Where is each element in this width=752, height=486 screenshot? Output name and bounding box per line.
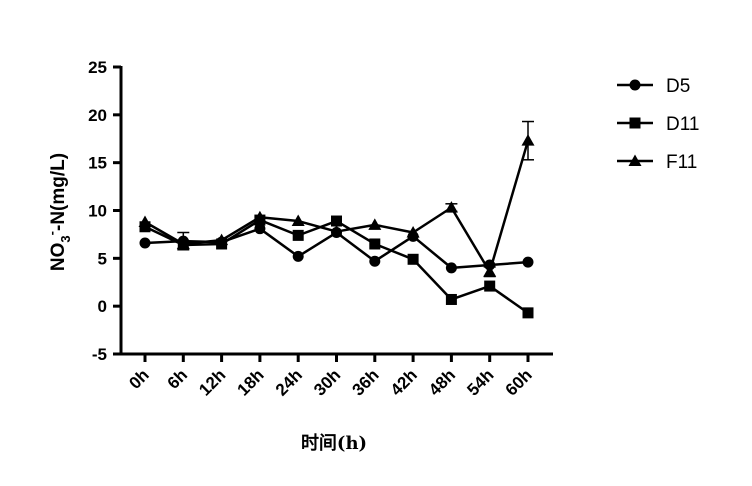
series-d5-point	[522, 256, 534, 268]
series-d11-point	[292, 229, 304, 241]
y-tick-label: 0	[98, 297, 107, 316]
series-f11-point	[444, 201, 458, 213]
legend-item-d5: D5	[617, 76, 690, 97]
x-tick-label: 42h	[387, 365, 421, 399]
series-d11-point	[445, 293, 457, 305]
x-tick-label: 36h	[348, 365, 382, 399]
series-d11-point	[484, 280, 496, 292]
x-tick-label: 24h	[272, 365, 306, 399]
x-tick-label: 48h	[425, 365, 459, 399]
x-tick-label: 54h	[463, 365, 497, 399]
legend-item-d11: D11	[617, 114, 699, 135]
x-tick-label: 0h	[125, 365, 152, 392]
series-f11-point	[368, 218, 382, 230]
y-tick-label: 15	[88, 154, 107, 173]
series-d5-point	[292, 250, 304, 262]
y-ticks: -5 0 5 10 15 20 25	[88, 58, 121, 364]
x-tick-label: 18h	[234, 365, 268, 399]
legend-marker	[629, 79, 641, 91]
y-tick-label: 20	[88, 106, 107, 125]
y-tick-label: 25	[88, 58, 107, 77]
series-f11-line	[144, 140, 530, 273]
x-tick-label: 12h	[195, 365, 229, 399]
series-f11-point	[521, 134, 535, 146]
legend-label: F11	[666, 152, 697, 173]
legend-marker	[628, 154, 642, 166]
series-f11-point	[406, 226, 420, 238]
x-tick-label: 60h	[502, 365, 536, 399]
series-layer	[138, 120, 535, 319]
series-f11-point	[215, 233, 229, 246]
x-tick-label: 6h	[164, 365, 191, 392]
series-d5-point	[445, 262, 457, 274]
legend-label: D5	[666, 76, 690, 97]
legend: D5 D11 F11	[617, 76, 699, 173]
x-axis-label: 时间(h)	[301, 433, 367, 454]
series-f11-point	[291, 214, 305, 227]
series-d5-point	[254, 223, 266, 235]
legend-marker	[629, 117, 641, 129]
y-tick-label: 10	[88, 202, 107, 221]
series-d11-point	[407, 253, 419, 265]
series-f11	[138, 120, 535, 278]
legend-label: D11	[666, 114, 699, 135]
y-tick-label: 5	[98, 249, 107, 268]
series-f11-point	[138, 215, 152, 227]
y-axis-label: NO3--N(mg/L)	[44, 153, 73, 271]
series-f11-point	[483, 265, 497, 277]
series-d5-point	[369, 255, 381, 267]
x-ticks: 0h 6h 12h 18h 24h 30h 36h 42h 48h 54h 60h	[125, 354, 536, 400]
axes	[119, 66, 553, 356]
series-d11-point	[369, 238, 381, 250]
x-tick-label: 30h	[310, 365, 344, 399]
series-d5-point	[139, 237, 151, 249]
legend-item-f11: F11	[617, 152, 697, 173]
series-error-bar	[177, 231, 190, 251]
y-tick-label: -5	[92, 345, 107, 364]
series-f11-point	[330, 225, 343, 237]
series-f11-point	[253, 210, 267, 223]
series-d11-point	[331, 215, 342, 227]
series-d11-point	[522, 307, 534, 319]
